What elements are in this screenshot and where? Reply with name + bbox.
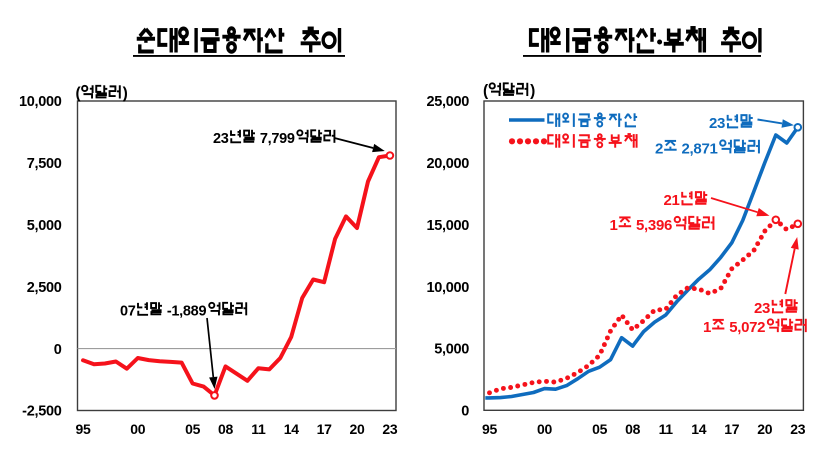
svg-text:0: 0 [461, 404, 469, 420]
svg-text:00: 00 [130, 421, 145, 437]
svg-text:2,500: 2,500 [27, 280, 62, 296]
svg-text:11: 11 [659, 421, 674, 437]
svg-text:2: 2 [655, 140, 663, 157]
svg-text:(: ( [483, 83, 489, 100]
svg-text:95: 95 [482, 421, 497, 437]
svg-text:21: 21 [664, 192, 680, 209]
svg-text:10,000: 10,000 [19, 94, 62, 110]
svg-text:25,000: 25,000 [426, 94, 469, 110]
svg-text:20,000: 20,000 [426, 156, 469, 172]
svg-text:10,000: 10,000 [426, 280, 469, 296]
svg-text:(: ( [76, 85, 82, 102]
svg-text:5,000: 5,000 [27, 218, 62, 234]
svg-text:14: 14 [691, 421, 706, 437]
svg-text:23: 23 [213, 131, 229, 147]
svg-text:-2,500: -2,500 [22, 404, 62, 420]
svg-text:11: 11 [251, 421, 266, 437]
svg-text:7,500: 7,500 [27, 156, 62, 172]
svg-text:0: 0 [54, 342, 62, 358]
svg-text:05: 05 [185, 421, 200, 437]
svg-text:23: 23 [382, 421, 397, 437]
svg-text:05: 05 [592, 421, 607, 437]
svg-text:1: 1 [610, 217, 618, 234]
svg-text:23: 23 [709, 115, 725, 132]
svg-text:17: 17 [317, 421, 332, 437]
svg-text:-1,889: -1,889 [167, 303, 207, 319]
svg-text:5,396: 5,396 [636, 217, 672, 234]
svg-text:15,000: 15,000 [426, 218, 469, 234]
svg-text:2,871: 2,871 [682, 140, 718, 157]
svg-text:17: 17 [724, 421, 739, 437]
svg-text:20: 20 [757, 421, 772, 437]
svg-text:): ) [123, 85, 128, 102]
svg-text:5,000: 5,000 [434, 342, 469, 358]
svg-text:07: 07 [120, 303, 136, 319]
svg-text:23: 23 [754, 300, 770, 317]
svg-text:00: 00 [537, 421, 552, 437]
svg-text:95: 95 [76, 421, 91, 437]
svg-text:): ) [530, 83, 535, 100]
svg-text:7,799: 7,799 [260, 131, 295, 147]
svg-text:08: 08 [218, 421, 233, 437]
svg-text:20: 20 [350, 421, 365, 437]
svg-text:1: 1 [703, 319, 711, 336]
svg-text:14: 14 [284, 421, 299, 437]
svg-text:23: 23 [790, 421, 805, 437]
svg-text:5,072: 5,072 [729, 319, 765, 336]
svg-text:08: 08 [625, 421, 640, 437]
